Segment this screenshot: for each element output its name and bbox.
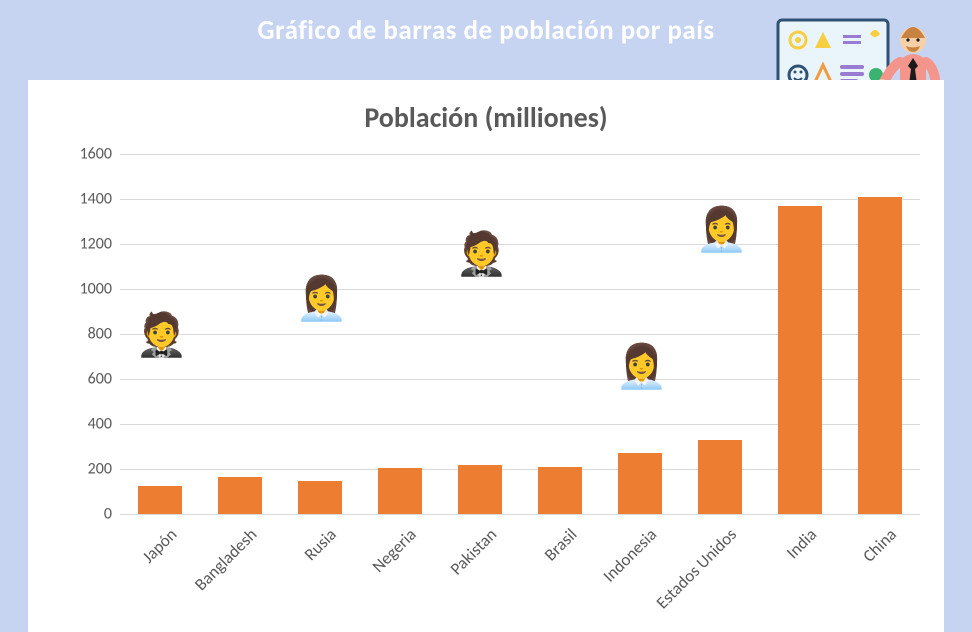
gridline [120,154,920,155]
xtick-label: Estados Unidos [652,524,741,613]
decorative-avatar: 🤵 [455,230,505,280]
xtick-label: Japón [137,524,180,567]
ytick-label: 1600 [62,145,112,164]
xtick-label: Brasil [540,524,581,565]
xtick-label: Negeria [368,524,421,577]
bar [138,486,182,514]
bar [458,465,502,515]
decorative-avatar: 👩‍💼 [695,206,745,256]
xtick-label: China [858,524,900,566]
bar [858,197,902,514]
xtick-label: Bangladesh [190,524,261,595]
bar [298,481,342,514]
chart-title: Población (milliones) [28,100,944,135]
xtick-label: Rusia [300,524,341,565]
bar [378,468,422,514]
bar [618,453,662,514]
plot-area: 02004006008001000120014001600JapónBangla… [120,154,920,514]
ytick-label: 600 [62,370,112,389]
chart-panel: Población (milliones) 020040060080010001… [28,80,944,632]
ytick-label: 800 [62,325,112,344]
decorative-avatar: 👩‍💼 [295,275,345,325]
gridline [120,514,920,515]
ytick-label: 1400 [62,190,112,209]
ytick-label: 1200 [62,235,112,254]
xtick-label: Indonesia [598,524,660,586]
ytick-label: 200 [62,460,112,479]
ytick-label: 1000 [62,280,112,299]
ytick-label: 400 [62,415,112,434]
decorative-avatar: 👩‍💼 [615,343,665,393]
decorative-avatar: 🤵 [135,311,185,361]
bar [218,477,262,514]
gridline [120,199,920,200]
bar [538,467,582,514]
bar [778,206,822,514]
page-title: Gráfico de barras de población por país [0,14,972,47]
ytick-label: 0 [62,505,112,524]
xtick-label: Pakistan [446,524,501,579]
xtick-label: India [782,524,821,563]
bar [698,440,742,514]
